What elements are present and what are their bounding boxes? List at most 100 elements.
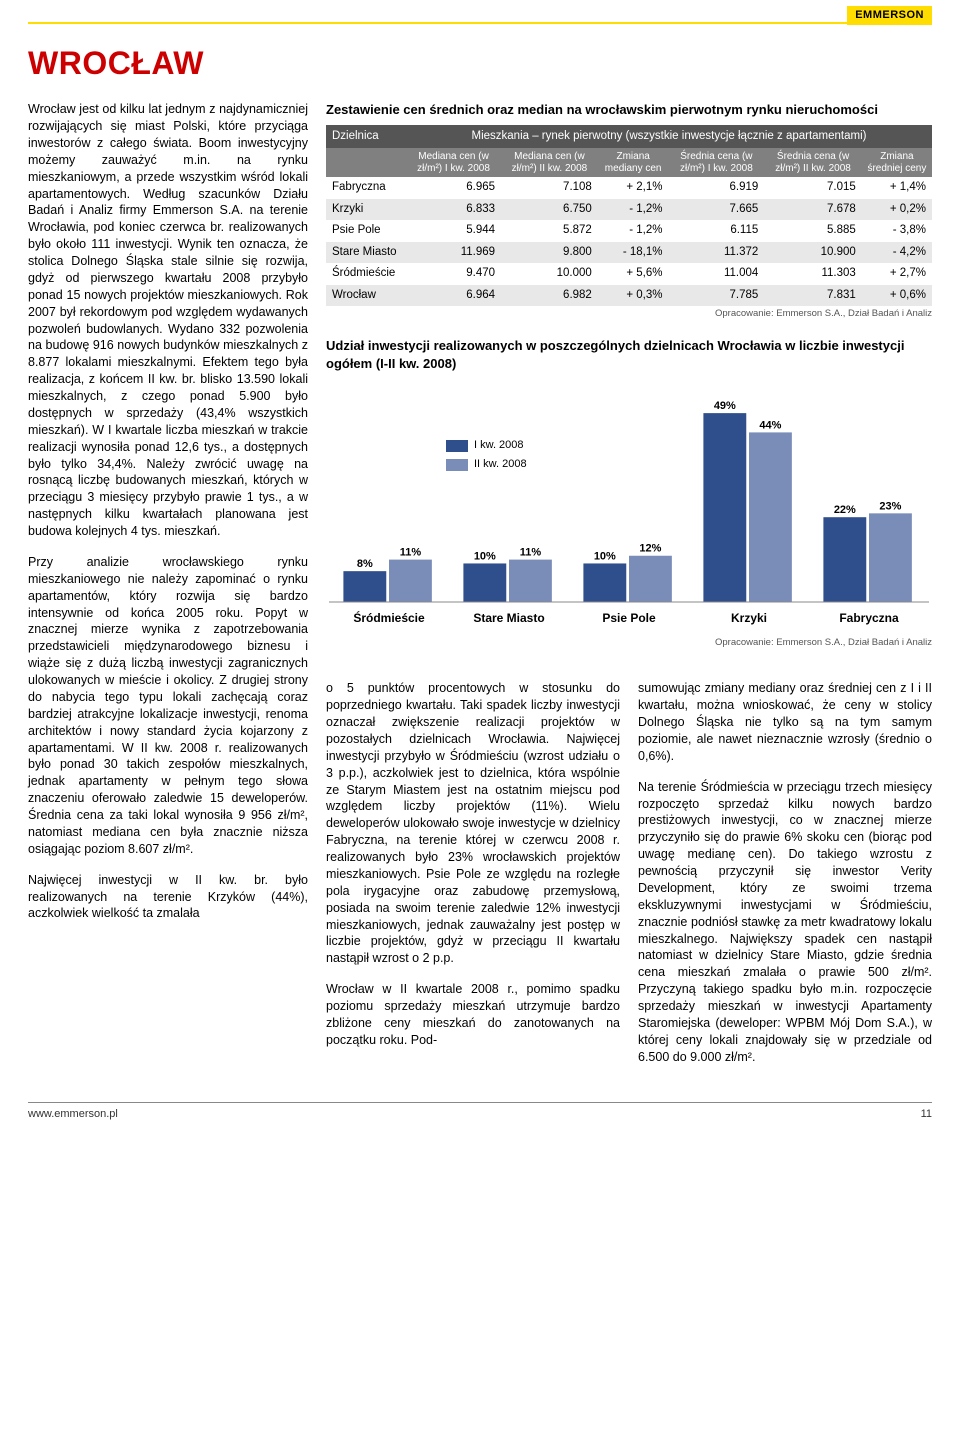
table-title: Zestawienie cen średnich oraz median na … [326,101,932,119]
table-cell: + 1,4% [862,177,932,199]
table-cell: 10.900 [764,242,862,264]
chart-container: I kw. 2008 II kw. 2008 8% 11% Śródmieście 1… [326,380,932,670]
page-title: WROCŁAW [28,42,932,85]
table-cell: 9.800 [501,242,598,264]
table-cell: + 0,3% [598,285,669,307]
bar [629,556,672,602]
table-cell: 11.372 [668,242,764,264]
table-cell: Krzyki [326,199,406,221]
bar [703,413,746,602]
bar-value-label: 11% [520,547,542,559]
th-col-2: Zmiana mediany cen [598,148,669,177]
table-cell: + 5,6% [598,263,669,285]
table-cell: 9.470 [406,263,501,285]
table-cell: Fabryczna [326,177,406,199]
table-cell: - 18,1% [598,242,669,264]
table-cell: 6.919 [668,177,764,199]
legend-label-1: II kw. 2008 [474,457,527,472]
table-cell: 6.964 [406,285,501,307]
left-para-2: Przy analizie wrocławskiego rynku mieszk… [28,554,308,858]
table-cell: Śródmieście [326,263,406,285]
table-cell: 7.785 [668,285,764,307]
table-cell: + 0,6% [862,285,932,307]
bar-value-label: 10% [474,551,496,563]
bar-value-label: 49% [714,400,736,412]
table-row: Krzyki6.8336.750- 1,2%7.6657.678+ 0,2% [326,199,932,221]
table-cell: 11.004 [668,263,764,285]
table-cell: 7.015 [764,177,862,199]
bar [869,514,912,603]
lower-c2-p1: sumowując zmiany mediany oraz średniej c… [638,680,932,764]
table-cell: - 4,2% [862,242,932,264]
table-cell: 5.872 [501,220,598,242]
table-cell: 11.303 [764,263,862,285]
bar-category-label: Krzyki [731,611,767,625]
left-para-3: Najwięcej inwestycji w II kw. br. było r… [28,872,308,923]
footer-url: www.emmerson.pl [28,1107,118,1122]
table-row: Fabryczna6.9657.108+ 2,1%6.9197.015+ 1,4… [326,177,932,199]
table-cell: 6.833 [406,199,501,221]
bar [343,571,386,602]
table-cell: 5.885 [764,220,862,242]
table-cell: 11.969 [406,242,501,264]
lower-c2-p2: Na terenie Śródmieścia w przeciągu trzec… [638,779,932,1066]
table-cell: 5.944 [406,220,501,242]
th-col-5: Zmiana średniej ceny [862,148,932,177]
lower-col-2: sumowując zmiany mediany oraz średniej c… [638,680,932,1079]
table-cell: Wrocław [326,285,406,307]
th-span: Mieszkania – rynek pierwotny (wszystkie … [406,125,932,149]
th-col-4: Średnia cena (w zł/m²) II kw. 2008 [764,148,862,177]
table-cell: 7.831 [764,285,862,307]
legend-item-0: I kw. 2008 [446,438,527,453]
table-source: Opracowanie: Emmerson S.A., Dział Badań … [326,308,932,321]
chart-legend: I kw. 2008 II kw. 2008 [446,438,527,476]
table-cell: 10.000 [501,263,598,285]
table-row: Wrocław6.9646.982+ 0,3%7.7857.831+ 0,6% [326,285,932,307]
bar-value-label: 8% [357,558,373,570]
table-cell: 6.982 [501,285,598,307]
bar-value-label: 12% [639,543,661,555]
table-cell: + 0,2% [862,199,932,221]
table-cell: Psie Pole [326,220,406,242]
bar [509,560,552,602]
bar-value-label: 22% [834,504,856,516]
bar-value-label: 44% [759,420,781,432]
table-cell: 6.965 [406,177,501,199]
price-table: Dzielnica Mieszkania – rynek pierwotny (… [326,125,932,307]
bar [463,564,506,603]
th-col-0: Mediana cen (w zł/m²) I kw. 2008 [406,148,501,177]
left-column: Wrocław jest od kilku lat jednym z najdy… [28,101,308,1079]
bar [389,560,432,602]
lower-c1-p2: Wrocław w II kwartale 2008 r., pomimo sp… [326,981,620,1049]
bar-value-label: 10% [594,551,616,563]
footer-page: 11 [921,1107,932,1122]
lower-col-1: o 5 punktów procentowych w stosunku do p… [326,680,620,1079]
table-cell: 6.115 [668,220,764,242]
table-cell: - 1,2% [598,199,669,221]
bar-category-label: Śródmieście [353,610,425,625]
bar [749,433,792,603]
bar-category-label: Psie Pole [602,611,656,625]
table-cell: + 2,7% [862,263,932,285]
table-cell: 7.108 [501,177,598,199]
table-cell: - 3,8% [862,220,932,242]
lower-c1-p1: o 5 punktów procentowych w stosunku do p… [326,680,620,967]
table-row: Psie Pole5.9445.872- 1,2%6.1155.885- 3,8… [326,220,932,242]
logo-text: EMMERSON [847,6,932,25]
bar [583,564,626,603]
th-col-1: Mediana cen (w zł/m²) II kw. 2008 [501,148,598,177]
bar-value-label: 11% [400,547,422,559]
table-cell: - 1,2% [598,220,669,242]
table-cell: Stare Miasto [326,242,406,264]
table-cell: 7.665 [668,199,764,221]
legend-swatch-1 [446,459,468,471]
chart-title: Udział inwestycji realizowanych w poszcz… [326,337,932,372]
right-column: Zestawienie cen średnich oraz median na … [326,101,932,1079]
bar-chart: 8% 11% Śródmieście 10% 11% Stare Miasto 10% 12%… [326,380,932,630]
legend-label-0: I kw. 2008 [474,438,524,453]
bar-category-label: Stare Miasto [473,611,544,625]
th-blank [326,148,406,177]
bar-value-label: 23% [879,501,901,513]
brand-logo: EMMERSON [847,6,932,25]
bar-category-label: Fabryczna [839,611,899,625]
